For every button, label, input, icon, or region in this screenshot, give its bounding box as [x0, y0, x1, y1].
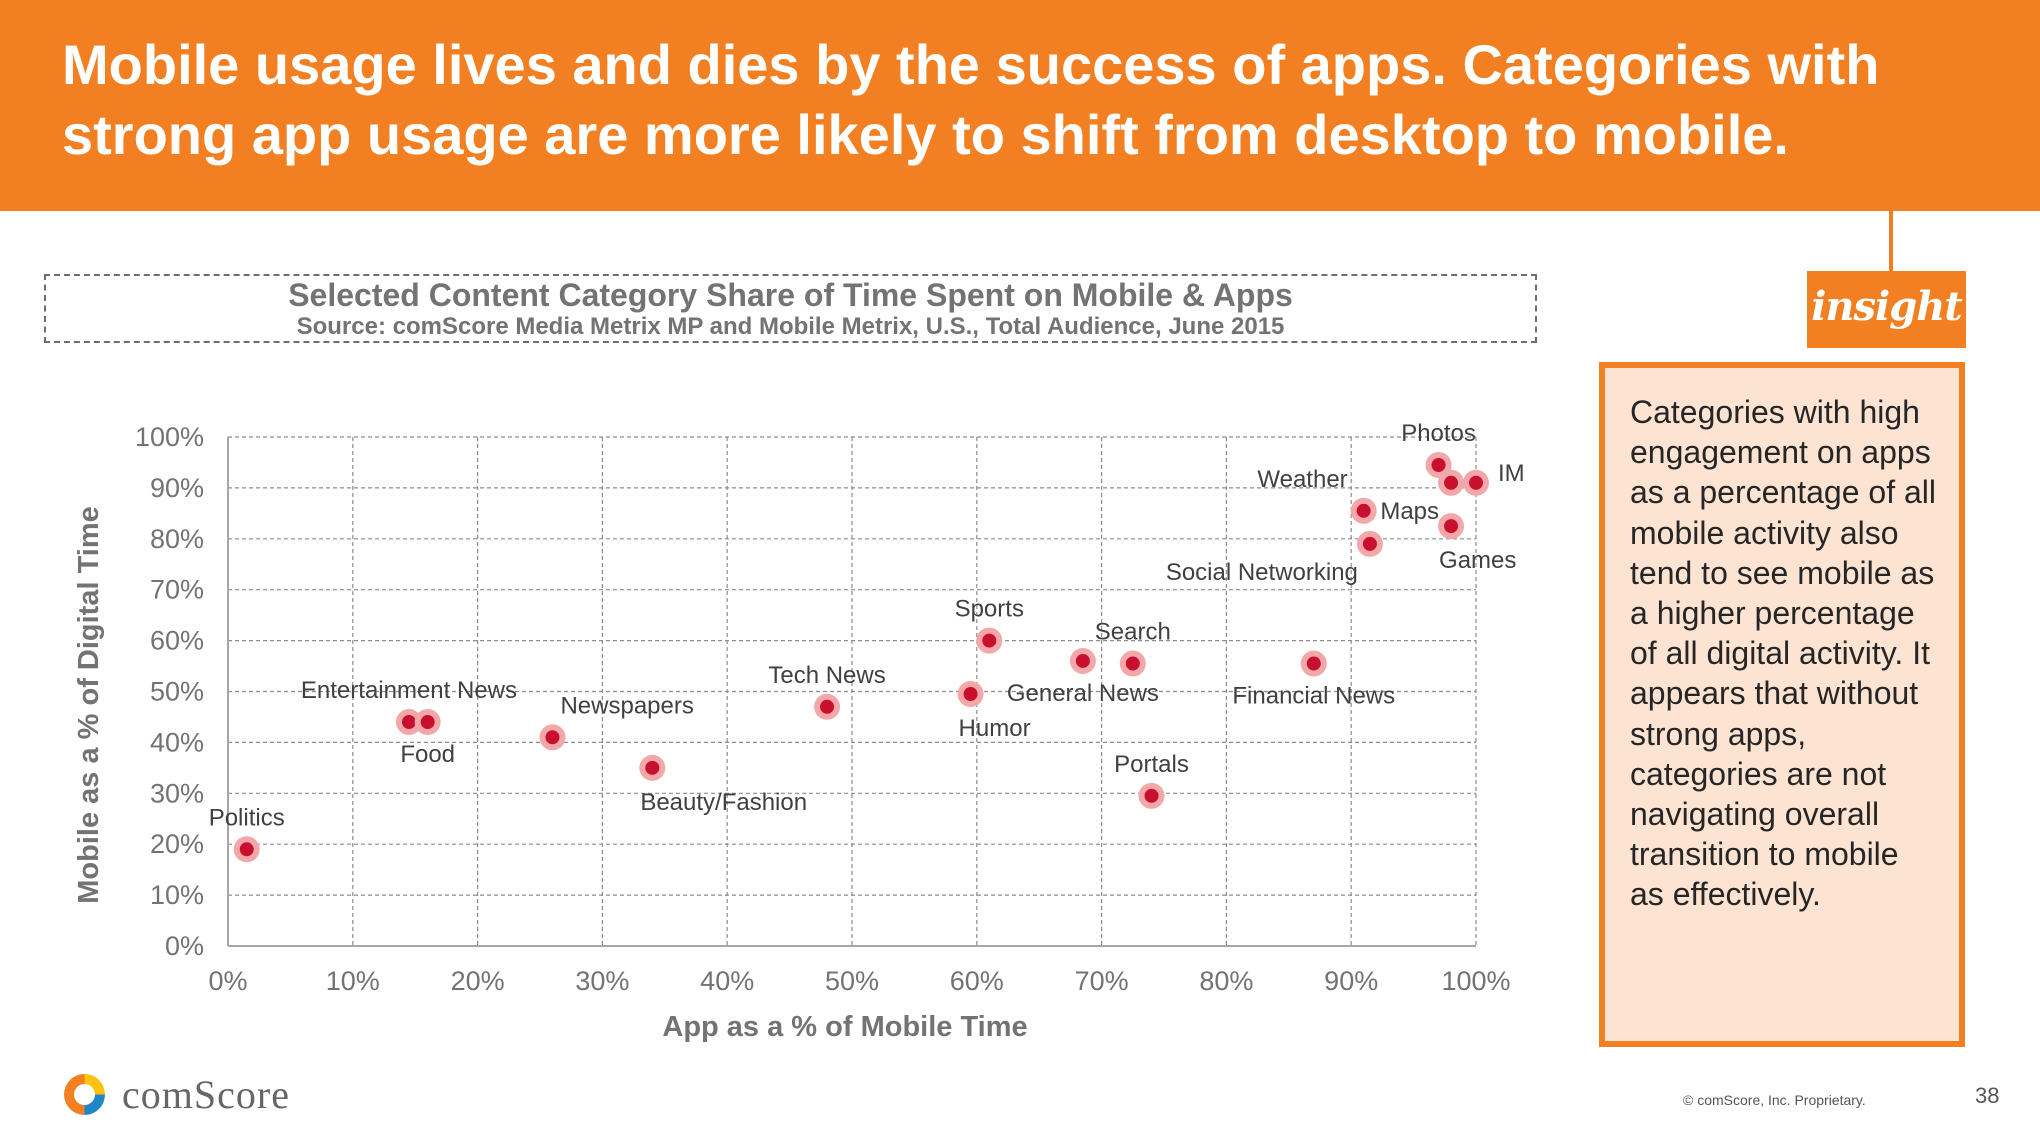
scatter-chart: 0% 10% 20% 30% 40% 50% 60% 70% 80% 90% 100% 0% 10% 20…	[73, 420, 1525, 1043]
point-weather	[1356, 503, 1371, 518]
point-food	[420, 715, 435, 730]
point-newspapers	[545, 730, 560, 745]
y-tick-label: 70%	[150, 575, 204, 605]
point-financial-news	[1306, 656, 1321, 671]
point-portals	[1144, 788, 1159, 803]
point-maps	[1444, 475, 1459, 490]
x-tick-label: 60%	[950, 966, 1004, 996]
data-label-photos: Photos	[1401, 420, 1476, 447]
data-label-tech-news: Tech News	[768, 662, 885, 689]
point-sports	[982, 633, 997, 648]
insight-tag: insight	[1807, 271, 1966, 348]
data-label-general-news: General News	[1007, 680, 1159, 707]
chart-source: Source: comScore Media Metrix MP and Mob…	[296, 313, 1285, 340]
slide-headline: Mobile usage lives and dies by the succe…	[62, 33, 1880, 166]
data-label-weather: Weather	[1257, 466, 1347, 493]
chart-title: Selected Content Category Share of Time …	[288, 277, 1293, 313]
insight-text: Categories with high engagement on apps …	[1630, 394, 1936, 913]
data-label-humor: Humor	[959, 715, 1031, 742]
chart-labels: Politics Entertainment News Food Newspapers…	[209, 420, 1525, 831]
point-beauty-fashion	[645, 760, 660, 775]
data-label-im: IM	[1498, 460, 1525, 487]
data-label-politics: Politics	[209, 804, 285, 831]
point-humor	[963, 687, 978, 702]
point-search	[1125, 656, 1140, 671]
point-photos	[1431, 457, 1446, 472]
y-tick-label: 80%	[150, 524, 204, 554]
x-tick-label: 40%	[700, 966, 754, 996]
chart-grid	[227, 436, 1477, 947]
y-tick-label: 60%	[150, 626, 204, 656]
point-games	[1444, 519, 1459, 534]
point-tech-news	[820, 699, 835, 714]
chart-axes: 0% 10% 20% 30% 40% 50% 60% 70% 80% 90% 100% 0% 10% 20…	[73, 422, 1511, 1043]
comscore-logo-icon	[64, 1074, 105, 1115]
x-tick-label: 50%	[825, 966, 879, 996]
data-label-portals: Portals	[1114, 751, 1189, 778]
x-axis-title: App as a % of Mobile Time	[662, 1011, 1027, 1043]
data-label-entertainment-news: Entertainment News	[301, 677, 517, 704]
y-tick-label: 30%	[150, 778, 204, 808]
point-general-news	[1075, 653, 1090, 668]
x-tick-label: 90%	[1324, 966, 1378, 996]
chart-points	[233, 451, 1489, 863]
data-label-beauty-fashion: Beauty/Fashion	[640, 789, 807, 816]
x-tick-label: 10%	[326, 966, 380, 996]
data-label-games: Games	[1439, 547, 1516, 574]
data-label-financial-news: Financial News	[1232, 683, 1395, 710]
x-tick-label: 100%	[1441, 966, 1510, 996]
y-tick-label: 40%	[150, 727, 204, 757]
x-tick-label: 0%	[208, 966, 247, 996]
y-tick-label: 20%	[150, 829, 204, 859]
y-tick-label: 50%	[150, 677, 204, 707]
y-tick-label: 0%	[165, 931, 204, 961]
x-tick-label: 30%	[575, 966, 629, 996]
y-tick-label: 90%	[150, 473, 204, 503]
chart-title-box: Selected Content Category Share of Time …	[44, 274, 1537, 343]
point-politics	[239, 842, 254, 857]
point-social-networking	[1362, 536, 1377, 551]
copyright-text: © comScore, Inc. Proprietary.	[1683, 1092, 1866, 1108]
point-entertainment-news	[401, 715, 416, 730]
point-im	[1469, 475, 1483, 490]
insight-connector-line	[1889, 211, 1893, 271]
comscore-logo-text: comScore	[122, 1072, 290, 1117]
data-label-newspapers: Newspapers	[560, 692, 693, 719]
y-tick-label: 100%	[135, 422, 204, 452]
x-tick-label: 70%	[1075, 966, 1129, 996]
data-label-sports: Sports	[955, 596, 1024, 623]
x-tick-label: 80%	[1199, 966, 1253, 996]
y-axis-title: Mobile as a % of Digital Time	[73, 506, 105, 904]
x-tick-label: 20%	[451, 966, 505, 996]
data-label-maps: Maps	[1380, 498, 1439, 525]
insight-box: Categories with high engagement on apps …	[1599, 362, 1965, 1047]
header-banner: Mobile usage lives and dies by the succe…	[0, 0, 2040, 211]
data-label-search: Search	[1095, 619, 1171, 646]
y-tick-label: 10%	[150, 880, 204, 910]
page-number: 38	[1975, 1083, 2000, 1108]
data-label-social-networking: Social Networking	[1166, 559, 1358, 586]
data-label-food: Food	[400, 741, 455, 768]
